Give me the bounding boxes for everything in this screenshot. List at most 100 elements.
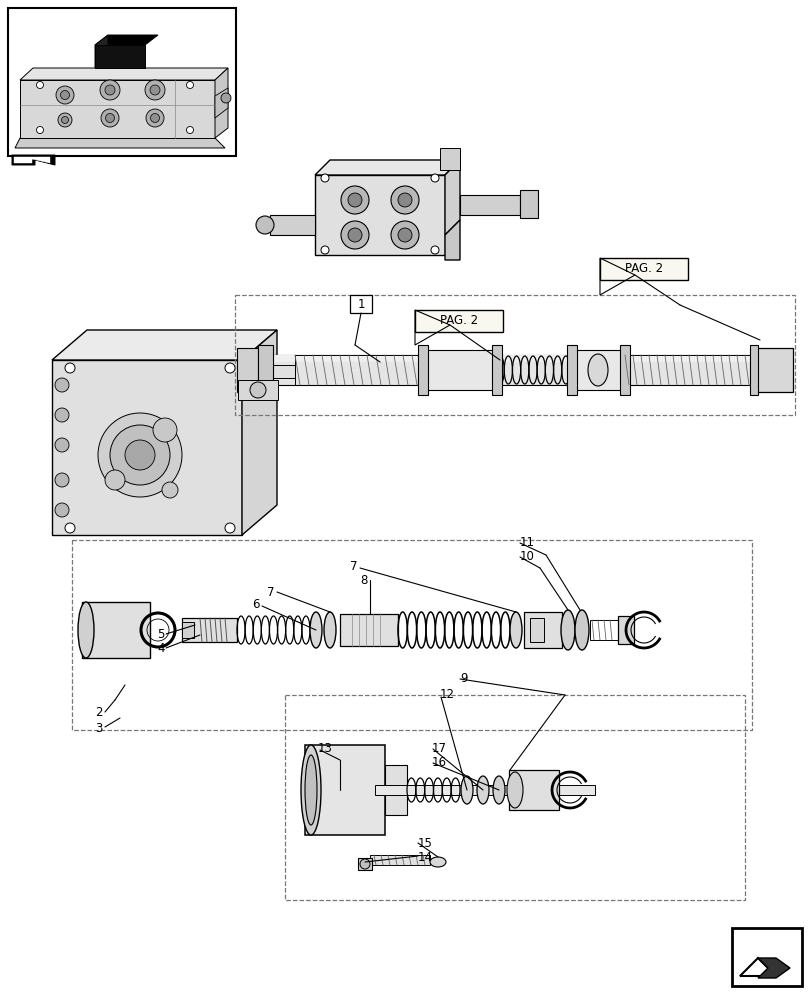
Bar bbox=[340, 614, 397, 646]
Ellipse shape bbox=[587, 354, 607, 386]
Ellipse shape bbox=[560, 610, 574, 650]
Text: 11: 11 bbox=[519, 536, 534, 548]
Text: 7: 7 bbox=[350, 560, 358, 572]
Bar bbox=[358, 858, 371, 870]
Bar bbox=[384, 765, 406, 815]
Circle shape bbox=[56, 86, 74, 104]
Ellipse shape bbox=[310, 612, 322, 648]
Bar bbox=[749, 345, 757, 395]
Text: 7: 7 bbox=[267, 585, 275, 598]
Polygon shape bbox=[270, 215, 315, 235]
Polygon shape bbox=[14, 157, 50, 163]
Text: PAG. 2: PAG. 2 bbox=[440, 314, 478, 328]
Circle shape bbox=[100, 80, 120, 100]
Polygon shape bbox=[260, 365, 294, 378]
Ellipse shape bbox=[574, 610, 588, 650]
Text: 16: 16 bbox=[431, 756, 446, 768]
Circle shape bbox=[36, 127, 44, 134]
Bar bbox=[350, 295, 371, 313]
Text: 3: 3 bbox=[95, 722, 102, 734]
Polygon shape bbox=[52, 360, 242, 535]
Polygon shape bbox=[240, 355, 789, 385]
Circle shape bbox=[225, 363, 234, 373]
Bar bbox=[294, 355, 420, 385]
Circle shape bbox=[146, 109, 164, 127]
Polygon shape bbox=[460, 195, 519, 215]
Polygon shape bbox=[95, 45, 145, 68]
Bar bbox=[523, 612, 561, 648]
Bar bbox=[620, 345, 629, 395]
Bar bbox=[258, 345, 272, 395]
Ellipse shape bbox=[506, 772, 522, 808]
Circle shape bbox=[55, 378, 69, 392]
Text: 17: 17 bbox=[431, 742, 446, 754]
Bar bbox=[370, 855, 430, 865]
Circle shape bbox=[320, 174, 328, 182]
Circle shape bbox=[348, 193, 362, 207]
Circle shape bbox=[105, 470, 125, 490]
Circle shape bbox=[109, 425, 169, 485]
Text: PAG. 2: PAG. 2 bbox=[624, 262, 663, 275]
Ellipse shape bbox=[305, 755, 316, 825]
Polygon shape bbox=[315, 175, 444, 255]
Bar bbox=[72, 540, 751, 730]
Text: 4: 4 bbox=[157, 642, 165, 654]
Bar bbox=[238, 380, 277, 400]
Circle shape bbox=[55, 503, 69, 517]
Circle shape bbox=[55, 408, 69, 422]
Text: 13: 13 bbox=[318, 742, 333, 754]
Bar bbox=[182, 618, 237, 642]
Bar bbox=[420, 350, 496, 390]
Circle shape bbox=[255, 216, 273, 234]
Text: 6: 6 bbox=[252, 597, 260, 610]
Bar bbox=[752, 348, 792, 392]
Circle shape bbox=[187, 82, 193, 89]
Bar bbox=[285, 695, 744, 900]
Polygon shape bbox=[237, 348, 258, 392]
Circle shape bbox=[98, 413, 182, 497]
Circle shape bbox=[391, 221, 418, 249]
Ellipse shape bbox=[324, 612, 336, 648]
Circle shape bbox=[65, 363, 75, 373]
Polygon shape bbox=[15, 138, 225, 148]
Polygon shape bbox=[95, 35, 158, 45]
Polygon shape bbox=[757, 958, 789, 978]
Polygon shape bbox=[52, 330, 277, 360]
Ellipse shape bbox=[492, 776, 504, 804]
Circle shape bbox=[162, 482, 178, 498]
Bar bbox=[731, 928, 801, 986]
Bar bbox=[519, 190, 538, 218]
Bar bbox=[8, 8, 236, 156]
Bar bbox=[569, 350, 624, 390]
Bar bbox=[440, 148, 460, 170]
Polygon shape bbox=[444, 220, 460, 260]
Ellipse shape bbox=[78, 602, 94, 658]
Circle shape bbox=[397, 228, 411, 242]
Circle shape bbox=[221, 93, 230, 103]
Circle shape bbox=[348, 228, 362, 242]
Ellipse shape bbox=[461, 776, 473, 804]
Circle shape bbox=[431, 174, 439, 182]
Circle shape bbox=[152, 418, 177, 442]
Text: 8: 8 bbox=[360, 574, 367, 586]
Circle shape bbox=[187, 127, 193, 134]
Circle shape bbox=[62, 117, 68, 124]
Polygon shape bbox=[95, 35, 108, 68]
Circle shape bbox=[150, 85, 160, 95]
Circle shape bbox=[125, 440, 155, 470]
Bar bbox=[624, 355, 752, 385]
Bar bbox=[617, 616, 633, 644]
Bar bbox=[566, 345, 577, 395]
Text: 2: 2 bbox=[95, 706, 102, 718]
Bar bbox=[375, 785, 594, 795]
Circle shape bbox=[58, 113, 72, 127]
Circle shape bbox=[105, 85, 115, 95]
Bar bbox=[305, 745, 384, 835]
Circle shape bbox=[341, 221, 368, 249]
Bar bbox=[508, 770, 558, 810]
Polygon shape bbox=[20, 80, 215, 138]
Bar bbox=[491, 345, 501, 395]
Polygon shape bbox=[215, 68, 228, 138]
Circle shape bbox=[431, 246, 439, 254]
Polygon shape bbox=[240, 355, 789, 362]
